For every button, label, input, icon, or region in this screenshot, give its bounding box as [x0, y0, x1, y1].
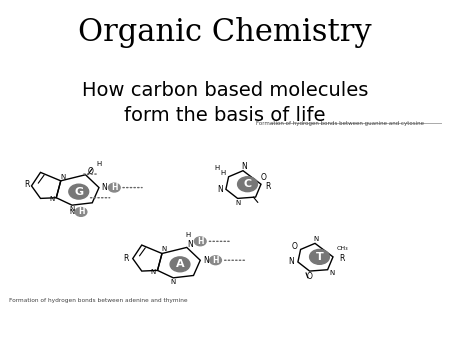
Text: N: N: [314, 236, 319, 242]
Text: R: R: [24, 180, 30, 189]
Text: R: R: [123, 254, 129, 263]
Text: N: N: [188, 240, 193, 249]
Text: O: O: [88, 167, 94, 176]
Text: Formation of hydrogen bonds between adenine and thymine: Formation of hydrogen bonds between aden…: [9, 298, 188, 303]
Text: N: N: [203, 256, 208, 265]
Text: N: N: [171, 279, 176, 285]
Text: N: N: [69, 209, 75, 215]
Text: N: N: [49, 196, 54, 202]
Circle shape: [69, 184, 89, 199]
Circle shape: [75, 208, 87, 216]
Text: O: O: [291, 242, 297, 251]
Text: N: N: [60, 174, 65, 180]
Text: N: N: [289, 258, 294, 266]
Circle shape: [310, 249, 329, 264]
Text: How carbon based molecules
form the basis of life: How carbon based molecules form the basi…: [82, 81, 368, 125]
Text: N: N: [69, 206, 75, 212]
Text: Organic Chemistry: Organic Chemistry: [78, 17, 372, 48]
Text: H: H: [78, 208, 84, 216]
Text: N: N: [242, 162, 247, 171]
Text: H: H: [96, 161, 102, 167]
Text: Formation of hydrogen bonds between guanine and cytosine: Formation of hydrogen bonds between guan…: [256, 121, 424, 126]
Text: CH₃: CH₃: [336, 246, 348, 251]
Text: H: H: [185, 232, 191, 238]
Text: A: A: [176, 259, 184, 269]
Text: N: N: [102, 183, 107, 192]
Circle shape: [238, 177, 257, 192]
Text: H: H: [111, 183, 117, 192]
Text: H: H: [215, 165, 220, 171]
Text: H: H: [197, 237, 203, 246]
Text: N: N: [161, 246, 166, 252]
Text: R: R: [339, 254, 345, 263]
Text: H: H: [212, 256, 219, 265]
Text: O: O: [260, 173, 266, 182]
Text: N: N: [236, 200, 241, 206]
Text: H: H: [220, 170, 226, 176]
Text: R: R: [266, 183, 271, 191]
Circle shape: [194, 237, 206, 246]
Text: O: O: [306, 272, 313, 281]
Text: N: N: [218, 185, 223, 194]
Circle shape: [108, 183, 120, 192]
Circle shape: [210, 256, 221, 265]
Text: C: C: [243, 179, 252, 189]
Circle shape: [170, 257, 190, 272]
Text: T: T: [315, 252, 324, 262]
Text: N: N: [329, 270, 335, 276]
Text: N: N: [150, 269, 156, 275]
Text: G: G: [74, 187, 83, 197]
